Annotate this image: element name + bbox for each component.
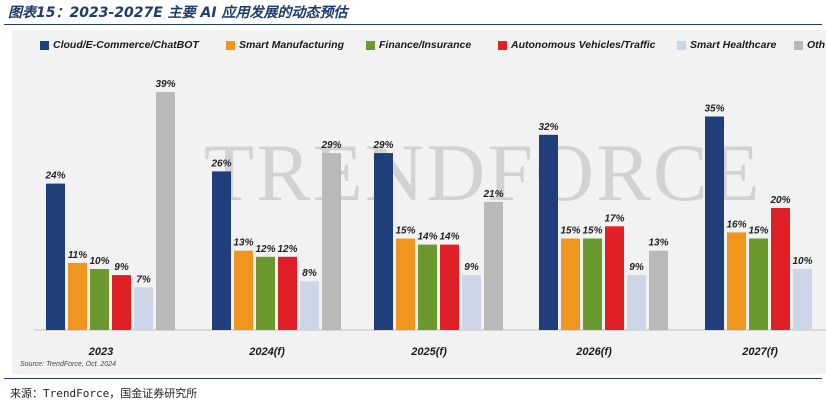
legend-item: Smart Manufacturing [226,35,344,55]
legend-label: Autonomous Vehicles/Traffic [511,39,656,51]
data-label: 15% [748,226,768,237]
bar [300,281,319,330]
x-tick-label: 2025(f) [410,346,447,358]
legend-swatch [40,40,49,50]
bar [46,183,65,330]
x-tick-label: 2024(f) [248,346,285,358]
bar [68,262,87,330]
bar [278,256,297,330]
legend-item: Finance/Insurance [366,35,471,55]
data-label: 15% [582,226,602,237]
data-label: 10% [89,256,109,267]
data-label: 20% [769,195,790,206]
legend-swatch [366,40,375,50]
bar [90,269,109,330]
x-tick-label: 2026(f) [575,346,612,358]
title-divider [4,24,822,25]
data-label: 39% [155,79,175,90]
bar [256,256,275,330]
legend-label: Smart Healthcare [690,39,777,51]
data-label: 7% [136,274,151,285]
data-label: 15% [395,226,415,237]
data-label: 9% [629,262,644,273]
data-label: 29% [372,140,393,151]
bar [374,153,393,330]
bar [627,275,646,330]
x-tick-label: 2027(f) [741,346,778,358]
bar [583,238,602,330]
legend-label: Oth [807,39,826,51]
legend-item: Smart Healthcare [677,35,776,55]
data-label: 12% [255,244,275,255]
data-label: 35% [704,104,724,115]
legend-swatch [794,40,803,50]
bar [396,238,415,330]
bar [605,226,624,330]
data-label: 9% [114,262,129,273]
bar [484,201,503,330]
bar [539,134,558,330]
data-label: 14% [439,232,459,243]
bottom-divider [4,378,822,379]
data-label: 21% [482,189,503,200]
chart-legend: Cloud/E-Commerce/ChatBOT Smart Manufactur… [12,35,826,55]
bar [649,250,668,330]
legend-swatch [677,40,686,50]
data-label: 11% [68,250,87,261]
figure-source: 来源：TrendForce，国金证券研究所 [10,387,198,400]
watermark-text: TRENDFORCE [204,127,762,218]
x-tick-label: 2023 [88,346,113,358]
legend-swatch [498,40,507,50]
data-label: 13% [233,238,253,249]
bar [705,116,724,330]
data-label: 24% [44,171,65,182]
data-label: 15% [560,226,580,237]
legend-swatch [226,40,235,50]
data-label: 13% [648,238,668,249]
data-label: 32% [538,122,558,133]
data-label: 12% [277,244,297,255]
bar [440,244,459,330]
data-label: 16% [726,219,746,230]
bar [322,153,341,330]
data-label: 17% [604,213,624,224]
bar [727,232,746,330]
legend-label: Cloud/E-Commerce/ChatBOT [53,39,199,51]
legend-label: Finance/Insurance [379,39,472,51]
legend-label: Smart Manufacturing [239,39,345,51]
data-label: 8% [302,268,317,279]
data-label: 26% [210,158,231,169]
bar [234,250,253,330]
legend-item: Cloud/E-Commerce/ChatBOT [40,35,199,55]
data-label: 9% [464,262,479,273]
bar [793,269,812,330]
chart-panel: TRENDFORCE 24% 11% 10% 9% 7% 39% 2023 26% 13% 12% 1… [12,30,826,374]
figure-title: 图表15：2023-2027E 主要 AI 应用发展的动态预估 [8,5,348,21]
bar [749,238,768,330]
bar [462,275,481,330]
bar [156,92,175,330]
bar [418,244,437,330]
data-label: 29% [320,140,341,151]
bar [112,275,131,330]
legend-item: Autonomous Vehicles/Traffic [498,35,656,55]
chart-source-note: Source: TrendForce, Oct. 2024 [20,361,116,368]
data-label: 10% [792,256,812,267]
data-label: 14% [417,232,437,243]
legend-item: Oth [794,35,825,55]
bar [561,238,580,330]
bar [212,171,231,330]
bar [134,287,153,330]
bar [771,208,790,330]
